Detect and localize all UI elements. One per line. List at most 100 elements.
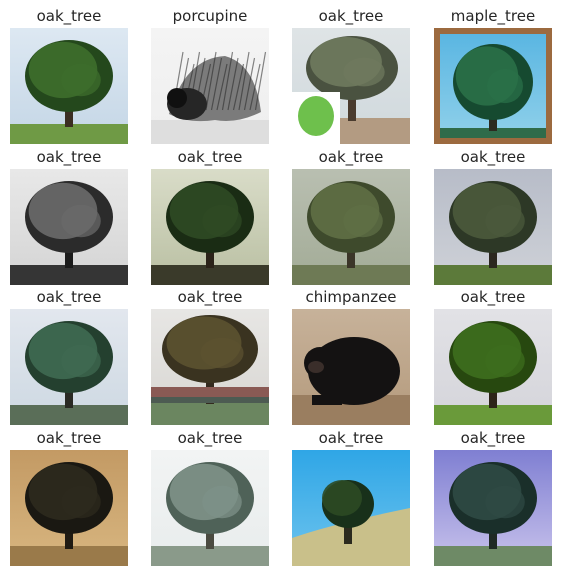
pond-edge bbox=[151, 397, 269, 403]
image-label: oak_tree bbox=[318, 429, 384, 447]
image-tile: oak_tree bbox=[434, 281, 552, 425]
image-label: oak_tree bbox=[36, 7, 102, 25]
frame-left bbox=[434, 28, 440, 144]
image-tile: porcupine bbox=[151, 0, 269, 144]
tree-canopy-highlight bbox=[61, 204, 101, 238]
ground bbox=[10, 265, 128, 285]
ground bbox=[151, 120, 269, 144]
image-thumbnail bbox=[292, 309, 410, 425]
image-thumbnail bbox=[292, 169, 410, 285]
image-tile: oak_tree bbox=[292, 141, 410, 285]
quill bbox=[205, 51, 217, 111]
image-thumbnail bbox=[434, 450, 552, 566]
chimp-arm bbox=[312, 395, 342, 405]
tree-trunk bbox=[489, 520, 497, 549]
image-label: oak_tree bbox=[177, 288, 243, 306]
quill bbox=[227, 57, 239, 111]
image-thumbnail bbox=[151, 169, 269, 285]
image-label: oak_tree bbox=[177, 148, 243, 166]
image-tile: chimpanzee bbox=[292, 281, 410, 425]
image-tile: oak_tree bbox=[434, 422, 552, 566]
tree-trunk bbox=[348, 86, 356, 121]
image-tile: oak_tree bbox=[10, 141, 128, 285]
image-thumbnail bbox=[292, 28, 410, 144]
ground bbox=[151, 401, 269, 425]
image-label: oak_tree bbox=[177, 429, 243, 447]
tree-canopy-highlight bbox=[485, 485, 525, 519]
tree-trunk bbox=[344, 518, 352, 544]
quill bbox=[210, 57, 223, 111]
image-label: oak_tree bbox=[460, 288, 526, 306]
tree-trunk bbox=[489, 379, 497, 408]
ground bbox=[151, 265, 269, 285]
tree-canopy-highlight bbox=[202, 485, 242, 519]
ground bbox=[10, 546, 128, 566]
image-label: oak_tree bbox=[318, 7, 384, 25]
ground bbox=[434, 265, 552, 285]
tree-trunk bbox=[206, 239, 214, 268]
tree-canopy-highlight bbox=[343, 204, 383, 238]
ground bbox=[10, 124, 128, 144]
tree-trunk bbox=[206, 369, 214, 404]
tree-canopy-highlight bbox=[202, 204, 242, 238]
ground bbox=[434, 546, 552, 566]
tree-trunk bbox=[489, 239, 497, 268]
image-tile: maple_tree bbox=[434, 0, 552, 144]
tree-canopy-highlight bbox=[485, 344, 525, 378]
image-tile: oak_tree bbox=[151, 281, 269, 425]
ground bbox=[151, 546, 269, 566]
image-tile: oak_tree bbox=[151, 141, 269, 285]
image-label: oak_tree bbox=[36, 148, 102, 166]
quill bbox=[216, 63, 228, 111]
image-tile: oak_tree bbox=[292, 0, 410, 144]
image-label: maple_tree bbox=[450, 7, 536, 25]
image-thumbnail bbox=[151, 28, 269, 144]
image-thumbnail bbox=[292, 450, 410, 566]
quill bbox=[221, 51, 234, 111]
image-label: oak_tree bbox=[318, 148, 384, 166]
tree-trunk bbox=[65, 379, 73, 408]
image-thumbnail bbox=[434, 309, 552, 425]
image-thumbnail bbox=[434, 28, 552, 144]
tree-canopy-highlight bbox=[485, 204, 525, 238]
ground bbox=[292, 265, 410, 285]
quill bbox=[238, 51, 250, 111]
image-thumbnail bbox=[151, 309, 269, 425]
tree-canopy-highlight bbox=[487, 68, 523, 104]
frame-top bbox=[434, 28, 552, 34]
image-label: oak_tree bbox=[460, 429, 526, 447]
image-thumbnail bbox=[10, 450, 128, 566]
quill bbox=[249, 63, 261, 111]
image-label: chimpanzee bbox=[305, 288, 397, 306]
image-thumbnail bbox=[10, 169, 128, 285]
image-label: oak_tree bbox=[460, 148, 526, 166]
tree-trunk bbox=[65, 239, 73, 268]
image-thumbnail bbox=[10, 28, 128, 144]
quill bbox=[232, 63, 245, 111]
tree-trunk bbox=[347, 239, 355, 268]
image-label: oak_tree bbox=[36, 429, 102, 447]
ground bbox=[434, 405, 552, 425]
image-tile: oak_tree bbox=[434, 141, 552, 285]
image-tile: oak_tree bbox=[292, 422, 410, 566]
image-thumbnail bbox=[434, 169, 552, 285]
image-tile: oak_tree bbox=[10, 0, 128, 144]
porcupine-head bbox=[167, 88, 187, 108]
quill bbox=[243, 57, 256, 111]
tree-canopy-highlight bbox=[61, 63, 101, 97]
image-tile: oak_tree bbox=[151, 422, 269, 566]
inset-leaf-cluster bbox=[298, 96, 334, 136]
tree-canopy bbox=[322, 480, 362, 516]
ground bbox=[10, 405, 128, 425]
tree-canopy-highlight bbox=[61, 485, 101, 519]
tree-canopy-highlight bbox=[343, 57, 385, 87]
image-tile: oak_tree bbox=[10, 422, 128, 566]
image-label: porcupine bbox=[172, 7, 248, 25]
tree-trunk bbox=[65, 98, 73, 127]
chimp-face bbox=[308, 361, 324, 373]
tree-canopy-highlight bbox=[61, 344, 101, 378]
frame-right bbox=[546, 28, 552, 144]
image-thumbnail bbox=[151, 450, 269, 566]
frame-bottom bbox=[434, 138, 552, 144]
tree-trunk bbox=[206, 520, 214, 549]
